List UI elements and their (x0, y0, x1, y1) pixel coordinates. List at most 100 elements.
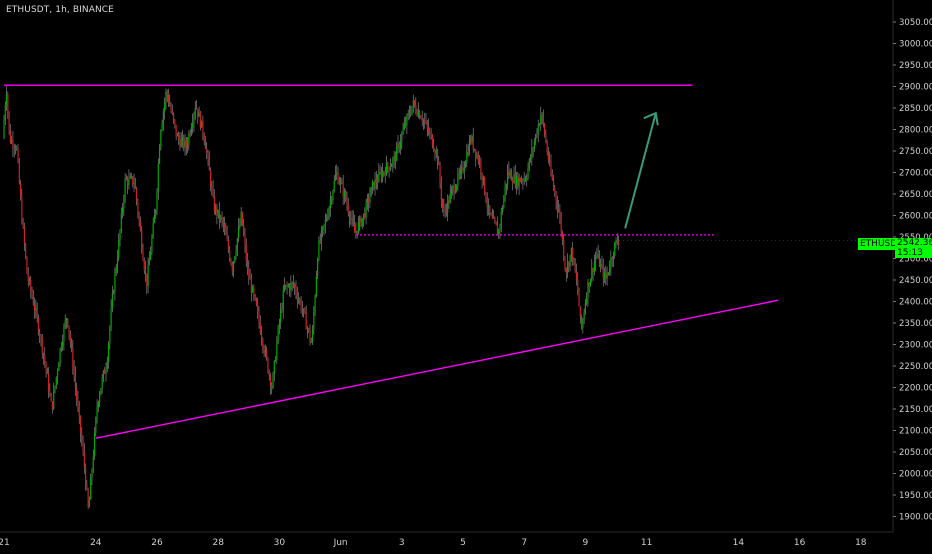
candle-body (309, 329, 311, 341)
candle-body (277, 326, 279, 343)
candle-body (542, 113, 544, 124)
candle-body (342, 183, 344, 197)
candle-body (27, 273, 29, 282)
price-tick-label: 2800.00 (899, 126, 932, 136)
arrow-head-icon (643, 111, 659, 126)
candle-body (101, 378, 103, 389)
candle-body (519, 178, 521, 182)
candle-body (253, 287, 255, 295)
candle-body (185, 140, 187, 148)
candle-body (161, 122, 163, 131)
candle-body (212, 188, 214, 196)
candle-body (580, 315, 583, 328)
candle-body (346, 199, 348, 205)
time-axis[interactable]: 21 24 26 28 30 Jun 3 5 7 9 11 14 16 18 (0, 531, 893, 548)
candle-body (354, 224, 356, 233)
time-tick-label: 21 (0, 538, 10, 548)
candle-body (69, 333, 71, 344)
candle-body (78, 406, 80, 417)
price-tick-label: 2200.00 (899, 384, 932, 394)
candle-body (411, 106, 413, 114)
candle-body (215, 206, 217, 212)
candle-body (19, 183, 22, 198)
candle-body (206, 148, 208, 153)
candle-body (433, 146, 435, 151)
candle-body (420, 118, 422, 119)
candle-body (183, 137, 185, 148)
candle-body (76, 387, 78, 400)
candle-body (334, 174, 337, 181)
candles-layer (3, 85, 620, 510)
candle-body (285, 284, 287, 287)
candle-body (37, 317, 40, 333)
candle-body (250, 279, 252, 293)
candle-body (120, 213, 122, 231)
candle-body (4, 105, 6, 121)
candle-body (282, 290, 284, 310)
candle-body (357, 222, 360, 234)
arrow-shaft (624, 112, 657, 229)
candle-body (319, 240, 321, 242)
candle-body (517, 175, 519, 187)
candle-body (36, 308, 38, 318)
candle-body (74, 375, 76, 388)
candle-body (549, 160, 551, 162)
candle-body (540, 115, 542, 125)
candle-body (333, 180, 335, 192)
candle-body (263, 347, 265, 353)
candle-body (304, 308, 306, 313)
price-tick-label: 2100.00 (899, 427, 932, 437)
candle-body (180, 139, 182, 147)
candle-body (93, 432, 96, 457)
candle-body (308, 328, 310, 330)
candle-body (593, 262, 595, 273)
candle-body (499, 225, 501, 231)
candle-body (579, 306, 581, 316)
candle-body (442, 199, 444, 209)
candle-body (615, 240, 617, 243)
candle-body (454, 190, 456, 193)
candle-body (259, 322, 261, 334)
candle-body (276, 342, 278, 361)
candle-body (583, 312, 585, 320)
candle-body (121, 208, 124, 214)
candle-body (609, 268, 611, 273)
candle-body (104, 370, 106, 374)
candle-body (297, 299, 300, 301)
candle-body (393, 156, 395, 160)
candle-body (561, 232, 564, 240)
candle-body (352, 217, 354, 225)
candle-body (141, 230, 143, 250)
candle-body (470, 140, 472, 142)
candle-body (130, 176, 133, 178)
candle-body (230, 259, 232, 265)
candle-body (403, 124, 405, 130)
candle-body (281, 309, 283, 311)
candle-body (347, 204, 349, 214)
candle-body (123, 198, 125, 209)
candle-body (605, 272, 607, 279)
candle-body (422, 120, 425, 121)
candle-body (550, 161, 552, 174)
candle-body (424, 120, 426, 123)
candle-body (375, 179, 377, 183)
candle-body (157, 163, 159, 191)
candle-body (449, 192, 451, 203)
candle-body (249, 278, 251, 280)
price-tick-label: 1950.00 (899, 491, 932, 501)
drawings-layer (4, 84, 893, 439)
candle-body (383, 171, 385, 173)
candle-body (598, 253, 601, 267)
candle-body (595, 257, 597, 263)
candle-body (448, 199, 450, 203)
price-axis[interactable]: 1900.00 1950.00 2000.00 2050.00 2100.00 2150.… (892, 0, 932, 532)
candle-body (614, 242, 616, 256)
candle-body (243, 225, 245, 235)
candle-body (30, 279, 32, 291)
candle-body (565, 268, 567, 273)
candle-body (341, 181, 343, 184)
candle-body (458, 173, 460, 175)
candle-body (91, 470, 93, 479)
